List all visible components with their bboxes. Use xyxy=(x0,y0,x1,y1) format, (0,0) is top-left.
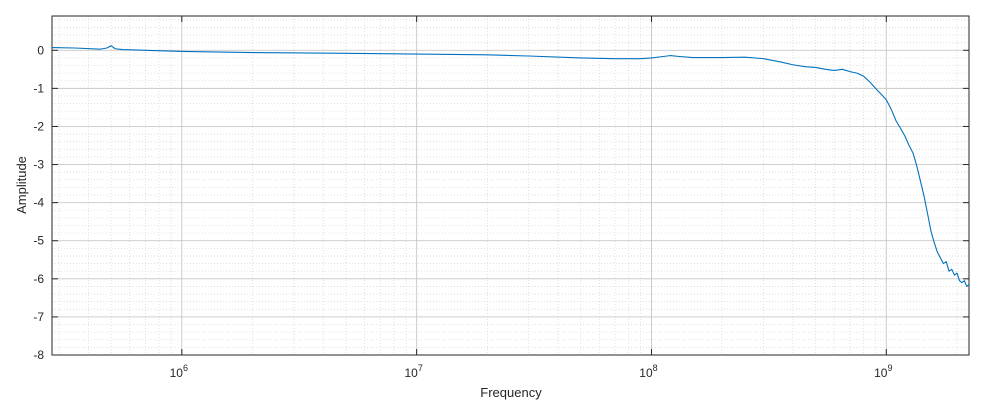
y-tick-label: -4 xyxy=(33,196,44,210)
plot-frame xyxy=(51,15,970,356)
y-tick-label: 0 xyxy=(37,43,44,57)
y-tick-label: -6 xyxy=(33,272,44,286)
x-tick-label: 109 xyxy=(874,363,892,380)
x-axis-title: Frequency xyxy=(480,385,542,400)
tick-label-layer: 106 107 108 109 0 -1 -2 -3 -4 -5 -6 -7 -8 xyxy=(33,43,892,380)
y-tick-label: -8 xyxy=(33,348,44,362)
grid-layer xyxy=(52,16,969,356)
y-tick-label: -3 xyxy=(33,158,44,172)
series-layer xyxy=(51,45,970,287)
axis-layer xyxy=(51,15,970,356)
x-tick-label: 106 xyxy=(170,363,188,380)
y-tick-label: -2 xyxy=(33,119,44,133)
y-axis-title: Amplitude xyxy=(14,156,29,214)
x-tick-label: 108 xyxy=(639,363,657,380)
x-tick-label: 107 xyxy=(404,363,422,380)
y-tick-label: -1 xyxy=(33,81,44,95)
y-tick-label: -7 xyxy=(33,310,44,324)
series-line-0 xyxy=(51,45,970,287)
y-tick-label: -5 xyxy=(33,234,44,248)
